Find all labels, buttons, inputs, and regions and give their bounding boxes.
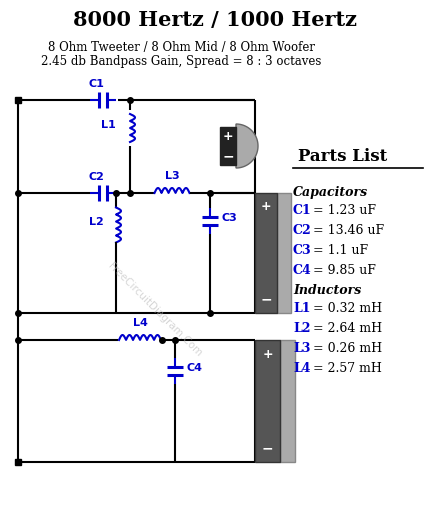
Text: +: + — [261, 347, 272, 360]
Text: FreeCircuitDiagram.Com: FreeCircuitDiagram.Com — [106, 261, 203, 359]
Text: Parts List: Parts List — [297, 148, 386, 165]
Text: L4: L4 — [292, 362, 310, 375]
Text: = 1.1 uF: = 1.1 uF — [308, 244, 367, 257]
Text: L2: L2 — [89, 217, 103, 227]
Text: L1: L1 — [292, 302, 310, 315]
Text: L3: L3 — [292, 342, 310, 355]
Text: 8000 Hertz / 1000 Hertz: 8000 Hertz / 1000 Hertz — [74, 10, 356, 30]
Text: Inductors: Inductors — [292, 284, 360, 297]
Text: L4: L4 — [132, 318, 147, 328]
Text: C4: C4 — [292, 264, 311, 277]
Bar — [255, 340, 280, 462]
Text: C4: C4 — [187, 363, 203, 373]
Text: C3: C3 — [221, 213, 237, 223]
Text: = 13.46 uF: = 13.46 uF — [308, 224, 383, 237]
Text: C2: C2 — [292, 224, 311, 237]
Text: = 1.23 uF: = 1.23 uF — [308, 204, 375, 217]
Bar — [219, 127, 236, 165]
Text: C1: C1 — [88, 79, 104, 89]
Text: = 2.57 mH: = 2.57 mH — [308, 362, 381, 375]
Text: C1: C1 — [292, 204, 311, 217]
Text: L1: L1 — [100, 120, 115, 130]
Text: −: − — [261, 441, 273, 455]
Bar — [255, 193, 276, 313]
Text: +: + — [260, 201, 270, 214]
Text: C3: C3 — [292, 244, 311, 257]
Text: 8 Ohm Tweeter / 8 Ohm Mid / 8 Ohm Woofer: 8 Ohm Tweeter / 8 Ohm Mid / 8 Ohm Woofer — [47, 40, 314, 53]
Text: = 0.26 mH: = 0.26 mH — [308, 342, 381, 355]
Text: L3: L3 — [164, 171, 179, 181]
Text: = 2.64 mH: = 2.64 mH — [308, 322, 381, 335]
Bar — [280, 340, 294, 462]
Text: = 0.32 mH: = 0.32 mH — [308, 302, 381, 315]
Bar — [276, 193, 290, 313]
Text: +: + — [222, 129, 233, 143]
Polygon shape — [236, 124, 258, 168]
Text: −: − — [260, 292, 271, 306]
Text: L2: L2 — [292, 322, 310, 335]
Text: −: − — [222, 149, 233, 163]
Text: 2.45 db Bandpass Gain, Spread = 8 : 3 octaves: 2.45 db Bandpass Gain, Spread = 8 : 3 oc… — [41, 55, 320, 68]
Text: Capacitors: Capacitors — [292, 186, 367, 199]
Text: C2: C2 — [88, 172, 104, 182]
Text: = 9.85 uF: = 9.85 uF — [308, 264, 375, 277]
